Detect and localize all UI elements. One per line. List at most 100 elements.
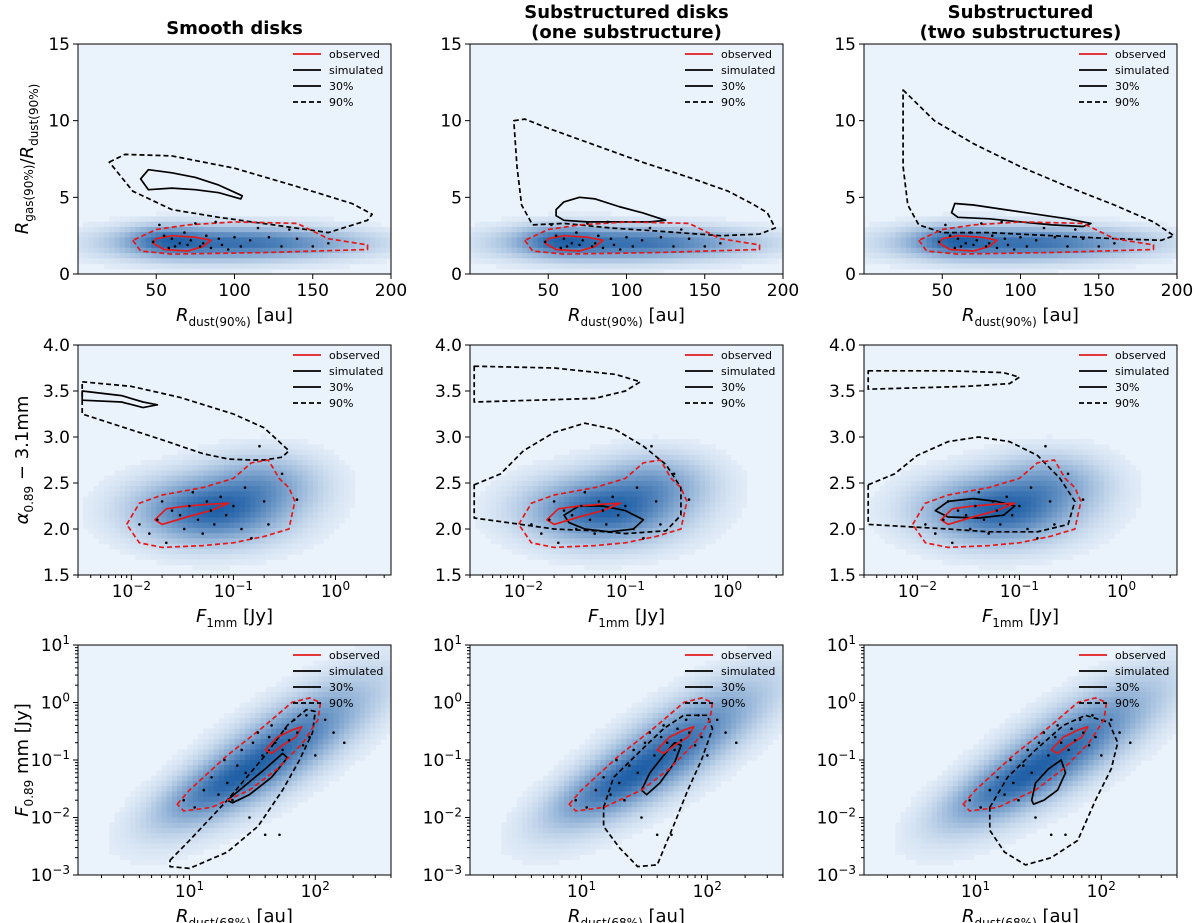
- density-cell: [989, 258, 996, 265]
- density-cell: [543, 258, 549, 265]
- density-cell: [689, 444, 695, 451]
- density-cell: [668, 470, 675, 477]
- density-cell: [501, 480, 508, 487]
- density-cell: [255, 538, 262, 545]
- density-cell: [1130, 226, 1136, 233]
- density-cell: [900, 221, 907, 228]
- density-cell: [302, 512, 309, 519]
- density-cell: [506, 237, 513, 244]
- density-cell: [895, 512, 902, 519]
- density-cell: [229, 501, 236, 508]
- density-cell: [1030, 247, 1037, 254]
- density-cell: [333, 475, 340, 482]
- density-cell: [506, 501, 513, 508]
- density-cell: [605, 460, 612, 466]
- density-cell: [558, 548, 565, 555]
- density-cell: [151, 491, 157, 498]
- density-cell: [916, 465, 922, 472]
- density-cell: [610, 470, 617, 477]
- density-cell: [1046, 491, 1053, 498]
- density-cell: [281, 548, 288, 555]
- density-cell: [104, 491, 110, 498]
- density-cell: [496, 496, 502, 503]
- density-cell: [895, 242, 902, 249]
- density-cell: [558, 486, 565, 492]
- density-cell: [260, 454, 267, 461]
- density-cell: [317, 527, 324, 534]
- density-cell: [208, 480, 215, 487]
- density-cell: [553, 548, 560, 555]
- density-cell: [663, 247, 669, 254]
- density-cell: [156, 491, 163, 498]
- density-cell: [114, 475, 121, 482]
- density-cell: [244, 268, 251, 274]
- density-cell: [297, 454, 303, 461]
- density-cell: [947, 454, 954, 461]
- density-cell: [584, 242, 591, 249]
- density-cell: [999, 496, 1006, 503]
- density-cell: [522, 475, 528, 482]
- density-cell: [652, 475, 659, 482]
- density-cell: [683, 548, 690, 555]
- density-cell: [1036, 253, 1042, 259]
- density-cell: [135, 548, 142, 555]
- density-cell: [161, 496, 168, 503]
- density-cell: [999, 465, 1006, 472]
- density-cell: [952, 501, 959, 508]
- density-cell: [657, 512, 664, 519]
- density-cell: [140, 548, 147, 555]
- density-cell: [1109, 475, 1115, 482]
- density-cell: [715, 242, 721, 249]
- density-cell: [93, 533, 100, 540]
- density-cell: [874, 512, 881, 519]
- density-cell: [192, 527, 199, 534]
- density-cell: [124, 538, 131, 545]
- density-cell: [621, 232, 628, 239]
- density-cell: [636, 548, 643, 555]
- density-cell: [942, 253, 949, 259]
- density-cell: [704, 480, 711, 487]
- density-cell: [229, 491, 236, 498]
- observed-point: [194, 222, 197, 225]
- density-cell: [354, 237, 361, 244]
- density-cell: [1030, 460, 1037, 466]
- density-cell: [931, 263, 938, 270]
- density-cell: [989, 533, 996, 540]
- density-cell: [1124, 237, 1131, 244]
- density-cell: [109, 507, 116, 513]
- density-cell: [380, 247, 387, 254]
- density-cell: [543, 480, 549, 487]
- density-cell: [317, 242, 324, 249]
- density-cell: [579, 232, 586, 239]
- density-cell: [385, 226, 391, 233]
- density-cell: [1057, 232, 1063, 239]
- density-cell: [616, 543, 622, 550]
- density-cell: [151, 237, 157, 244]
- density-cell: [626, 533, 633, 540]
- density-cell: [1161, 232, 1168, 239]
- density-cell: [689, 533, 695, 540]
- density-cell: [166, 242, 173, 249]
- density-cell: [1036, 258, 1042, 265]
- density-cell: [999, 242, 1006, 249]
- density-cell: [260, 237, 267, 244]
- density-cell: [1025, 460, 1032, 466]
- density-cell: [364, 237, 371, 244]
- density-cell: [610, 460, 617, 466]
- density-cell: [916, 247, 922, 254]
- density-cell: [663, 237, 669, 244]
- density-cell: [250, 501, 256, 508]
- density-cell: [699, 454, 706, 461]
- density-cell: [532, 538, 539, 545]
- y-tick-label: 0: [451, 265, 462, 285]
- density-cell: [1046, 486, 1053, 492]
- density-cell: [501, 253, 508, 259]
- density-cell: [88, 253, 95, 259]
- density-cell: [286, 548, 293, 555]
- density-cell: [600, 247, 607, 254]
- density-cell: [1041, 216, 1048, 223]
- density-cell: [1088, 242, 1095, 249]
- density-cell: [501, 533, 508, 540]
- density-cell: [589, 268, 596, 274]
- density-cell: [349, 496, 356, 503]
